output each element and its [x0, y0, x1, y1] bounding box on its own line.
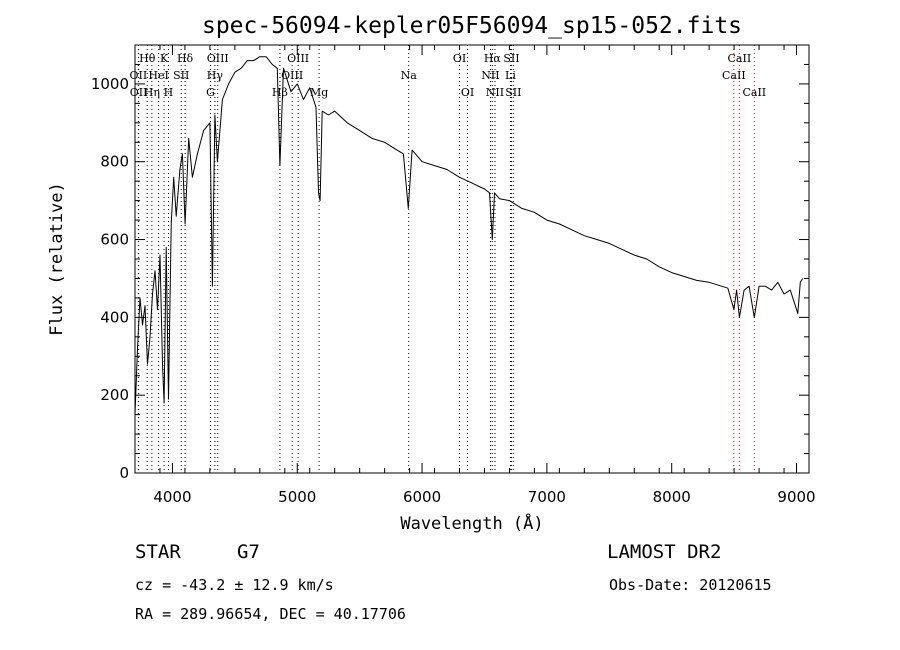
- line-marker-label-0: Hθ: [139, 52, 156, 65]
- line-marker-label-23: Mg: [310, 86, 328, 99]
- line-marker-label-5: OI: [453, 52, 466, 65]
- coordinates: RA = 289.96654, DEC = 40.17706: [135, 605, 406, 623]
- line-marker-label-25: NII: [486, 86, 504, 99]
- survey-name: LAMOST DR2: [607, 541, 722, 563]
- y-tick-label-3: 600: [100, 231, 129, 249]
- x-tick-label-4: 8000: [653, 488, 691, 506]
- obs-date: Obs-Date: 20120615: [609, 576, 772, 594]
- line-marker-label-11: SII: [173, 69, 189, 82]
- line-marker-label-8: CaII: [728, 52, 752, 65]
- line-marker-label-15: NII: [481, 69, 499, 82]
- line-marker-label-16: Li: [505, 69, 516, 82]
- redshift-value: cz = -43.2 ± 12.9 km/s: [135, 576, 334, 594]
- line-marker-label-6: Hα: [484, 52, 502, 65]
- spectrum-line: [134, 56, 804, 415]
- x-tick-label-0: 4000: [153, 488, 191, 506]
- line-marker-label-17: CaII: [722, 69, 746, 82]
- x-tick-label-5: 9000: [777, 488, 815, 506]
- plot-frame: [134, 44, 810, 474]
- line-marker-label-27: CaII: [742, 86, 766, 99]
- line-marker-label-3: OIII: [207, 52, 229, 65]
- line-marker-label-22: Hβ: [272, 86, 288, 99]
- axes: 4000 5000 6000 7000 8000 9000 0 200 400 600 800 100…: [91, 44, 816, 506]
- y-tick-label-5: 1000: [91, 75, 129, 93]
- y-tick-label-4: 800: [100, 153, 129, 171]
- line-marker-label-20: H: [164, 86, 174, 99]
- x-tick-label-1: 5000: [278, 488, 316, 506]
- line-marker-label-14: Na: [401, 69, 418, 82]
- line-marker-label-4: OIII: [287, 52, 309, 65]
- x-axis-label: Wavelength (Å): [400, 512, 543, 534]
- line-marker-label-18: OII: [130, 86, 148, 99]
- line-marker-label-7: SII: [503, 52, 519, 65]
- chart-title: spec-56094-kepler05F56094_sp15-052.fits: [202, 13, 742, 39]
- line-marker-label-10: HeI: [148, 69, 168, 82]
- object-subclass: G7: [237, 541, 260, 563]
- y-tick-label-0: 0: [119, 464, 129, 482]
- spectrum-series: [134, 56, 804, 415]
- y-axis-label: Flux (relative): [47, 182, 67, 336]
- line-marker-label-26: SII: [505, 86, 521, 99]
- y-tick-label-1: 200: [100, 386, 129, 404]
- line-marker-label-9: OII: [130, 69, 148, 82]
- x-tick-label-3: 7000: [528, 488, 566, 506]
- line-marker-label-19: Hη: [144, 86, 160, 99]
- object-class: STAR: [135, 541, 181, 563]
- line-marker-label-24: OI: [461, 86, 474, 99]
- y-tick-label-2: 400: [100, 308, 129, 326]
- line-marker-label-1: K: [160, 52, 169, 65]
- line-marker-label-21: G: [206, 86, 215, 99]
- x-tick-label-2: 6000: [403, 488, 441, 506]
- line-marker-label-12: Hγ: [207, 69, 224, 82]
- line-marker-label-2: Hδ: [177, 52, 194, 65]
